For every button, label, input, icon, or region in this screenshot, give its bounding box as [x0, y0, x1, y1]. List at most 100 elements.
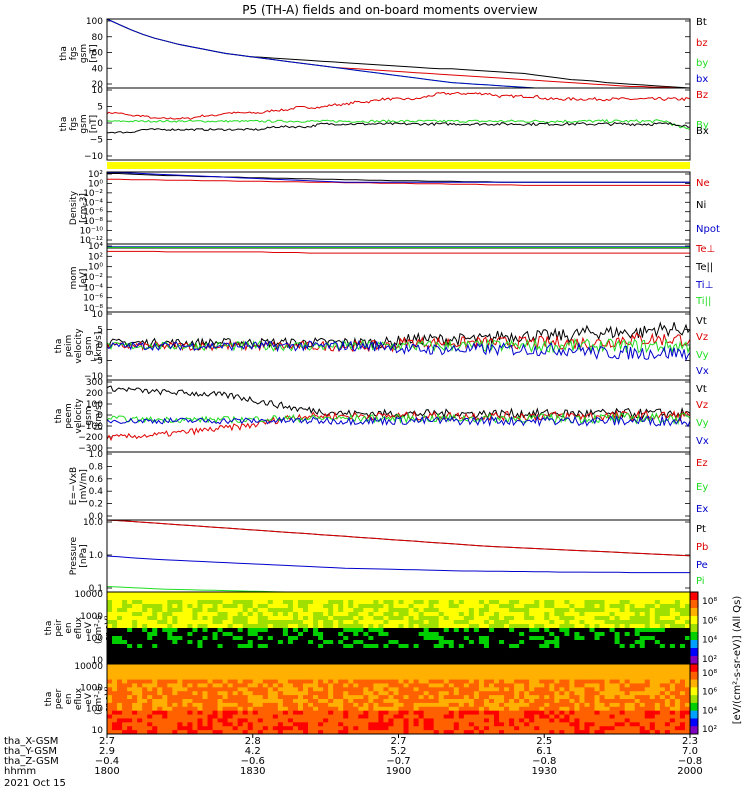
spectrogram-cell — [579, 652, 585, 657]
spectrogram-cell — [428, 656, 435, 661]
spectrogram-cell — [353, 679, 359, 684]
spectrogram-cell — [554, 710, 560, 715]
panel-ylabel: tha fgs gsm [nT] — [59, 44, 99, 63]
spectrogram-cell — [343, 714, 349, 719]
spectrogram-cell — [262, 671, 269, 677]
spectrogram-cell — [343, 592, 349, 597]
spectrogram-cell — [232, 679, 239, 684]
spectrogram-cell — [458, 648, 465, 653]
spectrogram-cell — [262, 664, 269, 669]
spectrogram-cell — [338, 695, 344, 700]
spectrogram-cell — [509, 640, 515, 645]
spectrogram-cell — [378, 632, 384, 637]
xaxis-row-label: tha_Z-GSM — [4, 756, 59, 767]
spectrogram-cell — [589, 699, 595, 704]
spectrogram-cell — [669, 730, 676, 735]
spectrogram-cell — [433, 714, 440, 719]
spectrogram-cell — [252, 730, 259, 735]
spectrogram-cell — [493, 702, 500, 708]
spectrogram-cell — [589, 671, 595, 677]
spectrogram-cell — [604, 710, 610, 715]
spectrogram-cell — [669, 648, 676, 653]
spectrogram-cell — [393, 636, 399, 641]
spectrogram-cell — [403, 667, 409, 673]
spectrogram-cell — [463, 652, 470, 657]
spectrogram-cell — [282, 644, 289, 649]
spectrogram-cell — [448, 675, 455, 680]
spectrogram-cell — [177, 656, 183, 661]
spectrogram-cell — [343, 644, 349, 649]
spectrogram-cell — [222, 664, 229, 669]
spectrogram-cell — [473, 722, 480, 727]
spectrogram-cell — [569, 730, 575, 735]
spectrogram-cell — [333, 718, 339, 723]
spectrogram-cell — [649, 656, 656, 661]
spectrogram-cell — [478, 714, 485, 719]
spectrogram-cell — [504, 730, 510, 735]
colorbar-swatch — [690, 632, 698, 641]
spectrogram-cell — [589, 620, 595, 625]
spectrogram-cell — [353, 612, 359, 617]
spectrogram-cell — [252, 702, 259, 708]
spectrogram-cell — [624, 652, 631, 657]
spectrogram-cell — [669, 702, 676, 708]
spectrogram-cell — [534, 620, 540, 625]
spectrogram-cell — [343, 656, 349, 661]
spectrogram-cell — [202, 616, 208, 621]
spectrogram-cell — [534, 667, 540, 673]
spectrogram-cell — [297, 620, 304, 625]
spectrogram-cell — [529, 604, 535, 609]
spectrogram-cell — [212, 608, 218, 613]
spectrogram-cell — [177, 644, 183, 649]
spectrogram-cell — [373, 683, 379, 688]
spectrogram-cell — [358, 730, 364, 735]
spectrogram-cell — [664, 596, 671, 601]
spectrogram-cell — [534, 652, 540, 657]
spectrogram-cell — [529, 628, 535, 633]
spectrogram-cell — [483, 714, 490, 719]
spectrogram-cell — [629, 679, 636, 684]
spectrogram-cell — [303, 612, 309, 617]
spectrogram-cell — [438, 640, 445, 645]
spectrogram-cell — [584, 656, 590, 661]
spectrogram-cell — [393, 718, 399, 723]
spectrogram-cell — [403, 604, 409, 609]
spectrogram-cell — [112, 730, 118, 735]
spectrogram-cell — [564, 675, 570, 680]
spectrogram-cell — [207, 706, 213, 712]
spectrogram-cell — [488, 667, 495, 673]
spectrogram-cell — [297, 592, 304, 597]
spectrogram-cell — [468, 683, 475, 688]
spectrogram-cell — [277, 706, 284, 712]
spectrogram-cell — [147, 640, 153, 645]
spectrogram-cell — [463, 616, 470, 621]
spectrogram-cell — [483, 679, 490, 684]
spectrogram-cell — [393, 648, 399, 653]
spectrogram-cell — [629, 640, 636, 645]
spectrogram-cell — [227, 675, 234, 680]
spectrogram-cell — [564, 660, 570, 665]
spectrogram-cell — [308, 714, 314, 719]
spectrogram-cell — [438, 714, 445, 719]
spectrogram-cell — [669, 600, 676, 605]
spectrogram-cell — [679, 664, 686, 669]
spectrogram-cell — [473, 624, 480, 629]
spectrogram-cell — [368, 660, 374, 665]
spectrogram-cell — [388, 620, 394, 625]
spectrogram-cell — [303, 592, 309, 597]
spectrogram-cell — [509, 632, 515, 637]
spectrogram-cell — [609, 612, 616, 617]
spectrogram-cell — [624, 714, 631, 719]
spectrogram-cell — [142, 718, 148, 723]
spectrogram-cell — [348, 652, 354, 657]
spectrogram-cell — [433, 675, 440, 680]
spectrogram-cell — [423, 656, 430, 661]
spectrogram-cell — [122, 596, 128, 601]
spectrogram-cell — [262, 679, 269, 684]
spectrogram-cell — [222, 612, 229, 617]
spectrogram-cell — [493, 592, 500, 597]
spectrogram-cell — [358, 624, 364, 629]
spectrogram-cell — [247, 667, 254, 673]
spectrogram-cell — [569, 695, 575, 700]
spectrogram-cell — [237, 624, 244, 629]
